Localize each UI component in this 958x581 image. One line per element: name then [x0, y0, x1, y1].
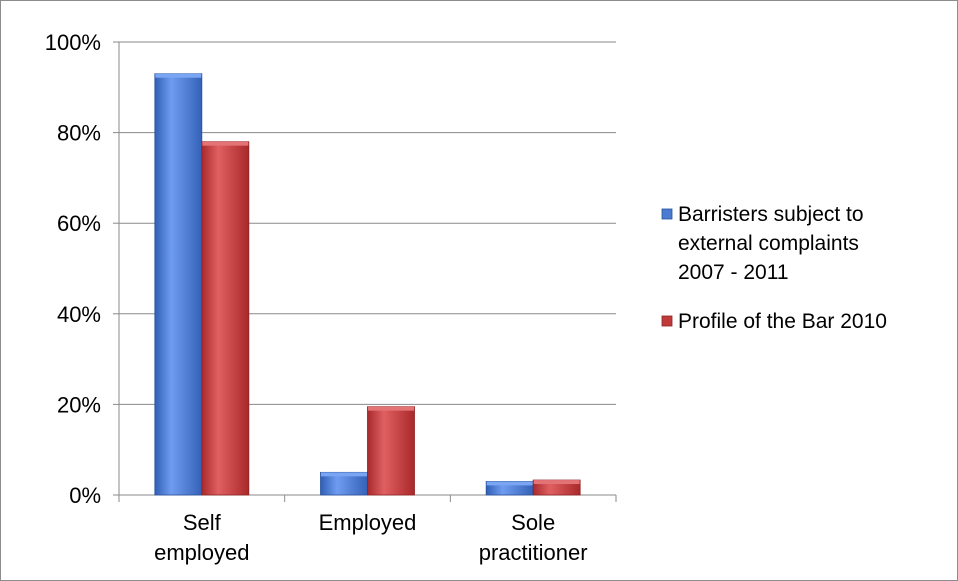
- bar-complaints-0: [154, 73, 203, 496]
- axis-labels: 0% 20% 40% 60% 80% 100% Self employed Employed So…: [45, 30, 588, 565]
- bar-top-highlight: [155, 73, 202, 78]
- legend-swatch: [661, 208, 673, 220]
- legend-label: 2007 - 2011: [678, 261, 789, 284]
- bar-top-highlight: [486, 481, 533, 486]
- bar-profile-0: [201, 141, 250, 496]
- x-category-label: practitioner: [479, 540, 588, 565]
- bar-top-highlight: [368, 406, 414, 411]
- y-tick-label: 20%: [57, 392, 101, 417]
- legend-label: Profile of the Bar 2010: [678, 310, 887, 333]
- legend: Barristers subject to external complaints…: [661, 203, 887, 333]
- y-tick-label: 0%: [69, 483, 101, 508]
- bar-profile-1: [367, 406, 415, 496]
- x-category-label: Sole: [511, 510, 555, 535]
- bars: [154, 73, 581, 496]
- legend-label: Barristers subject to: [678, 203, 864, 226]
- x-category-label: Self: [183, 510, 222, 535]
- legend-label: external complaints: [678, 232, 859, 255]
- y-tick-label: 60%: [57, 211, 101, 236]
- bar-top-highlight: [202, 141, 249, 146]
- bar-top-highlight: [321, 472, 367, 477]
- y-tick-label: 40%: [57, 302, 101, 327]
- x-category-label: employed: [154, 540, 249, 565]
- legend-swatch: [661, 315, 673, 327]
- x-category-label: Employed: [319, 510, 417, 535]
- y-tick-label: 80%: [57, 121, 101, 146]
- bar-top-highlight: [533, 480, 580, 485]
- y-tick-label: 100%: [45, 30, 101, 55]
